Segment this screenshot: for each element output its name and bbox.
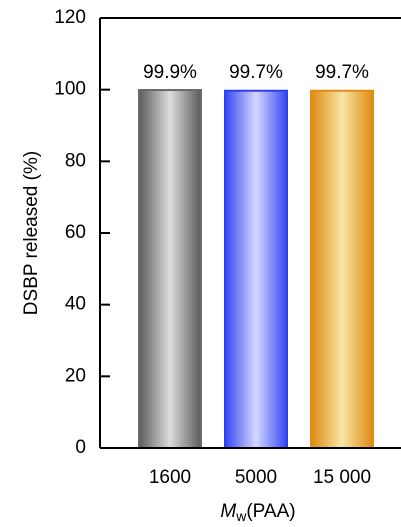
bar-15000	[310, 89, 374, 449]
y-tick-label-0: 0	[75, 437, 86, 458]
y-tick-label-100: 100	[54, 79, 86, 100]
x-tick-label-5000: 5000	[235, 467, 277, 488]
x-tick-label-1600: 1600	[149, 467, 191, 488]
y-tick-label-20: 20	[65, 365, 86, 386]
x-axis-title: Mw(PAA)	[220, 501, 295, 524]
x-tick-label-15000: 15 000	[313, 467, 371, 488]
bar-5000	[224, 89, 288, 449]
y-tick-label-120: 120	[54, 7, 86, 28]
y-tick-label-60: 60	[65, 222, 86, 243]
data-label-5000: 99.7%	[229, 62, 283, 83]
x-axis-title-suffix: (PAA)	[246, 501, 295, 522]
x-axis-title-subscript: w	[235, 508, 247, 524]
data-label-1600: 99.9%	[143, 62, 197, 83]
y-tick-label-40: 40	[65, 294, 86, 315]
y-axis-title: DSBP released (%)	[21, 151, 42, 315]
y-tick-label-80: 80	[65, 150, 86, 171]
bar-1600	[138, 89, 202, 450]
bars-group	[138, 89, 374, 450]
data-labels-group: 99.9% 99.7% 99.7%	[143, 62, 369, 83]
x-ticks-group: 1600 5000 15 000	[149, 467, 371, 488]
y-ticks-group: 0 20 40 60 80 100 120	[54, 7, 110, 458]
x-axis-title-symbol: M	[220, 501, 236, 522]
data-label-15000: 99.7%	[315, 62, 369, 83]
